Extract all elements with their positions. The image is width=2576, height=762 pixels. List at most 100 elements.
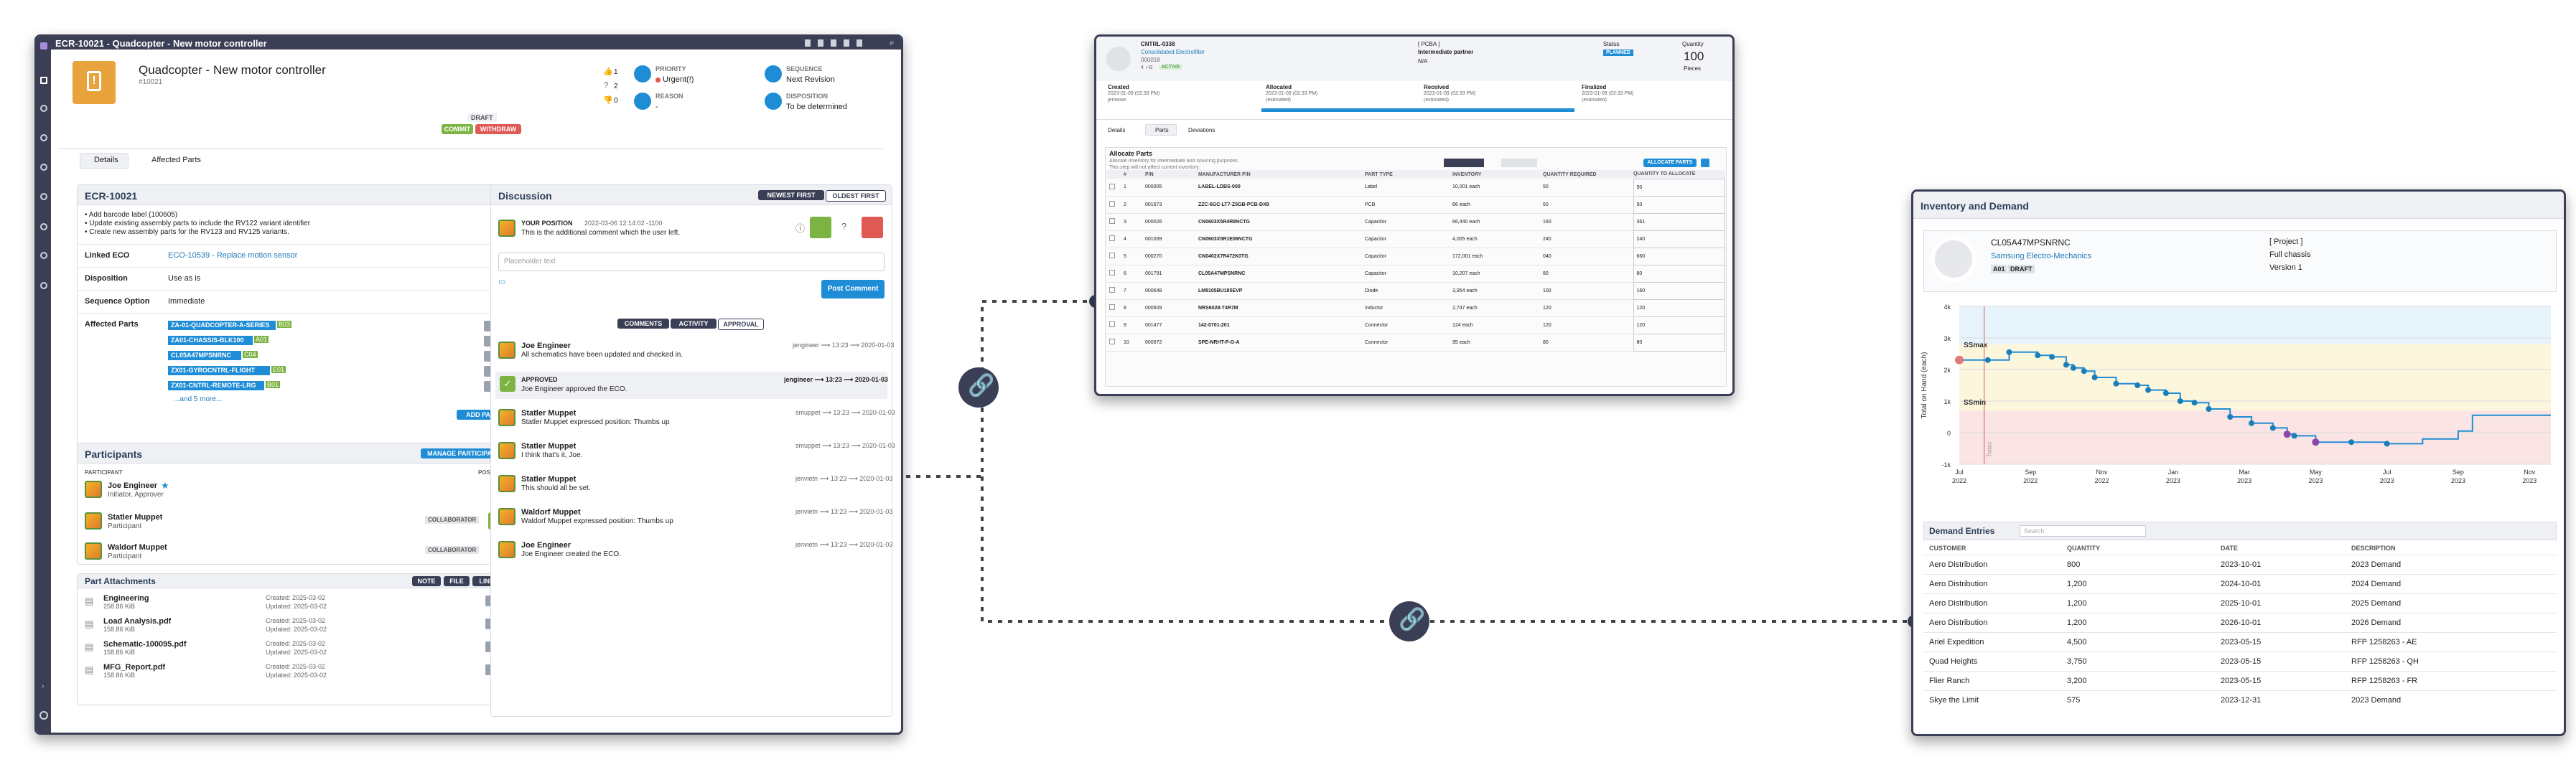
affected-part-tag[interactable]: CL05A47MPSNRNC — [168, 351, 241, 360]
cell-allocate[interactable]: 660 — [1633, 247, 1725, 265]
checkbox[interactable] — [1109, 339, 1115, 344]
table-row[interactable]: 2 001673 ZZC-6GC-LT7-Z5GB-PCB-DX8 PCB 66 eac… — [1106, 195, 1725, 214]
checkbox[interactable] — [1109, 253, 1115, 258]
filter-comments[interactable]: COMMENTS — [617, 319, 669, 329]
table-row[interactable]: 6 001791 CL05A47MPSNRNC Capacitor 10,207 eac… — [1106, 264, 1725, 283]
checkbox[interactable] — [1109, 287, 1115, 293]
thumbs-up-button[interactable] — [810, 217, 831, 238]
table-row[interactable]: Aero Distribution 800 2023-10-01 2023 Deman… — [1923, 555, 2557, 574]
attachment-name[interactable]: MFG_Report.pdf — [103, 663, 166, 672]
thumbs-down-icon[interactable]: 👎 — [603, 96, 613, 105]
filter-activity[interactable]: ACTIVITY — [671, 319, 717, 329]
table-row[interactable]: 10 000072 SPE-NRHT-P-G-A Connector 95 each 80… — [1106, 333, 1725, 352]
tab-affected-parts[interactable]: Affected Parts — [151, 156, 201, 164]
app-logo-icon[interactable] — [40, 42, 47, 50]
attachment-name[interactable]: Schematic-100095.pdf — [103, 640, 187, 649]
checkbox[interactable] — [1109, 270, 1115, 276]
filter-approval[interactable]: APPROVAL — [718, 319, 764, 330]
show-more-link[interactable]: ...and 5 more... — [174, 395, 223, 403]
search-input[interactable] — [2020, 525, 2146, 537]
table-row[interactable]: 4 001039 CN0603X5R1E06NCTG Capacitor 4,005 e… — [1106, 230, 1725, 248]
row-select[interactable] — [1106, 299, 1124, 316]
checkbox[interactable] — [1109, 218, 1115, 224]
table-row[interactable]: 9 001477 142-0701-201 Connector 124 each 120 1… — [1106, 316, 1725, 334]
checkbox[interactable] — [1109, 304, 1115, 310]
question-icon[interactable]: ? — [841, 221, 847, 232]
home-icon[interactable] — [40, 77, 47, 84]
nav-icon-6[interactable] — [40, 282, 47, 289]
table-row[interactable]: 1 000005 LABEL-LDBS-000 Label 10,001 each 50 5… — [1106, 178, 1725, 197]
add-file-button[interactable]: FILE — [444, 576, 470, 586]
checkbox[interactable] — [1109, 201, 1115, 207]
table-row[interactable]: 3 000026 CN0603X5R4R8NCTG Capacitor 66,440 e… — [1106, 212, 1725, 231]
cell-allocate[interactable]: 50 — [1633, 178, 1725, 197]
newest-first-button[interactable]: NEWEST FIRST — [758, 190, 824, 200]
table-row[interactable]: 7 000648 LM8105BU185EVP Diode 3,954 each 100 1… — [1106, 281, 1725, 300]
tab-details[interactable]: Details — [1108, 127, 1126, 133]
nav-icon-3[interactable] — [40, 164, 47, 171]
cell-allocate[interactable]: 120 — [1633, 316, 1725, 334]
attachment-name[interactable]: Load Analysis.pdf — [103, 617, 172, 626]
nav-icon-2[interactable] — [40, 134, 47, 141]
comment-input[interactable] — [498, 253, 885, 271]
nav-icon-5[interactable] — [40, 252, 47, 259]
table-row[interactable]: Skye the Limit 575 2023-12-31 2023 Demand — [1923, 690, 2557, 710]
row-select[interactable] — [1106, 213, 1124, 230]
table-row[interactable]: Aero Distribution 1,200 2026-10-01 2026 Dem… — [1923, 613, 2557, 632]
toolbar-icons[interactable] — [805, 39, 862, 47]
thumbs-up-icon[interactable]: 👍 — [603, 67, 613, 76]
affected-part-tag[interactable]: ZA-01-QUADCOPTER-A-SERIES — [168, 321, 276, 330]
add-note-button[interactable]: NOTE — [412, 576, 441, 586]
table-row[interactable]: 8 000509 NRS6028-T4R7M Inductor 2,747 each 12… — [1106, 298, 1725, 317]
row-select[interactable] — [1106, 230, 1124, 248]
filter-controls[interactable] — [1444, 159, 1636, 167]
allocate-parts-button[interactable]: ALLOCATE PARTS — [1643, 159, 1697, 167]
question-icon[interactable]: ? — [604, 81, 609, 90]
attachment-name[interactable]: Engineering — [103, 594, 149, 603]
oldest-first-button[interactable]: OLDEST FIRST — [826, 190, 886, 202]
cell-allocate[interactable]: 80 — [1633, 333, 1725, 352]
tab-parts[interactable]: Parts — [1155, 127, 1169, 133]
cell-allocate[interactable]: 160 — [1633, 281, 1725, 300]
table-row[interactable]: Aero Distribution 1,200 2024-10-01 2024 Dem… — [1923, 574, 2557, 593]
checkbox[interactable] — [1109, 235, 1115, 241]
cell-allocate[interactable]: 240 — [1633, 230, 1725, 248]
cell-allocate[interactable]: 361 — [1633, 212, 1725, 231]
row-select[interactable] — [1106, 316, 1124, 334]
cell-allocate[interactable]: 80 — [1633, 264, 1725, 283]
attach-icon[interactable]: ▭ — [498, 278, 506, 286]
nav-icon-1[interactable] — [40, 105, 47, 112]
affected-part-tag[interactable]: ZA01-CHASSIS-BLK100 — [168, 336, 253, 345]
thumbs-down-button[interactable] — [862, 217, 883, 238]
nav-icon-4[interactable] — [40, 193, 47, 200]
affected-part-tag[interactable]: ZX01-GYROCNTRL-FLIGHT — [168, 366, 270, 375]
info-button[interactable] — [1701, 159, 1709, 167]
linked-eco-link[interactable]: ECO-10539 - Replace motion sensor — [168, 251, 298, 260]
affected-part-tag[interactable]: ZX01-CNTRL-REMOTE-LRG — [168, 381, 264, 390]
share-icon[interactable] — [40, 223, 47, 230]
tab-deviations[interactable]: Deviations — [1188, 127, 1215, 133]
commit-button[interactable]: COMMIT — [442, 124, 473, 134]
row-select[interactable] — [1106, 265, 1124, 282]
tab-details[interactable] — [80, 153, 129, 169]
table-row[interactable]: Flier Ranch 3,200 2023-05-15 RFP 1258263 - … — [1923, 671, 2557, 690]
cell-allocate[interactable]: 120 — [1633, 298, 1725, 317]
manage-participants-button[interactable]: MANAGE PARTICIPANTS — [421, 448, 511, 458]
table-row[interactable]: Aero Distribution 1,200 2025-10-01 2025 Dem… — [1923, 593, 2557, 613]
checkbox[interactable] — [1109, 183, 1115, 189]
order-company[interactable]: Consolidated Electrofilter — [1141, 49, 1205, 55]
table-row[interactable]: Quad Heights 3,750 2023-05-15 RFP 1258263 -… — [1923, 652, 2557, 671]
checkbox[interactable] — [1109, 321, 1115, 327]
withdraw-button[interactable]: WITHDRAW — [475, 124, 521, 134]
table-row[interactable]: 5 000270 CN0402X7R472K0TG Capacitor 172,001 … — [1106, 247, 1725, 265]
row-select[interactable] — [1106, 179, 1124, 196]
row-select[interactable] — [1106, 334, 1124, 351]
post-comment-button[interactable]: Post Comment — [821, 280, 885, 298]
info-icon[interactable]: ⓘ — [795, 223, 806, 234]
collapse-icon[interactable]: › — [42, 682, 45, 690]
row-select[interactable] — [1106, 196, 1124, 213]
cell-allocate[interactable]: 50 — [1633, 195, 1725, 214]
table-row[interactable]: Ariel Expedition 4,500 2023-05-15 RFP 12582… — [1923, 632, 2557, 652]
user-avatar-icon[interactable] — [39, 711, 48, 720]
row-select[interactable] — [1106, 282, 1124, 299]
